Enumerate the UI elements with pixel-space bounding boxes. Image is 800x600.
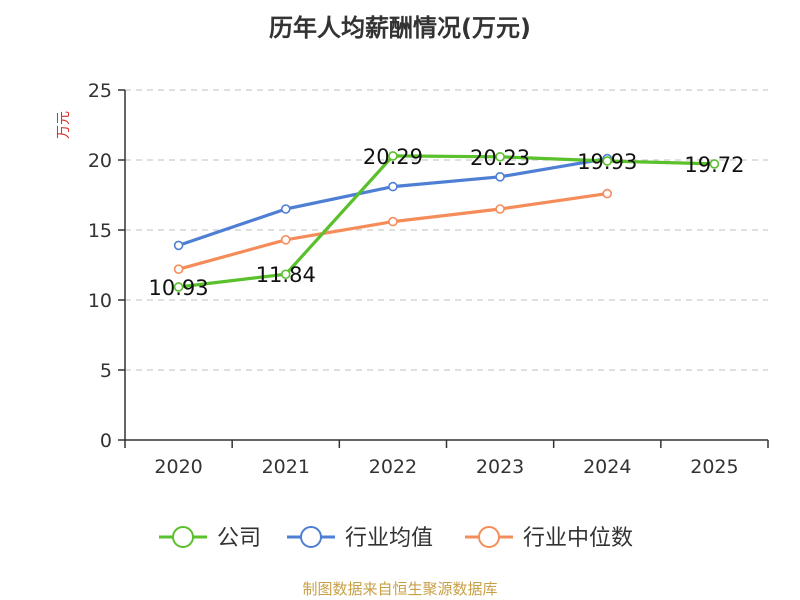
data-point[interactable] xyxy=(388,151,398,161)
x-tick-label: 2025 xyxy=(690,456,738,478)
legend-swatch-marker xyxy=(300,526,322,548)
y-tick-label: 25 xyxy=(88,80,112,102)
y-tick-label: 20 xyxy=(88,150,112,172)
data-point[interactable] xyxy=(280,204,291,214)
x-tick-label: 2020 xyxy=(154,456,202,478)
data-point[interactable] xyxy=(495,151,505,162)
data-labels: 10.93 11.84 20.29 20.23 19.93 19.72 xyxy=(149,145,745,300)
legend-label: 公司 xyxy=(217,526,261,551)
data-point[interactable] xyxy=(602,156,613,166)
data-point[interactable] xyxy=(173,264,184,275)
data-label: 20.23 xyxy=(470,146,530,170)
legend-item-2[interactable]: 行业中位数 xyxy=(465,526,633,551)
data-label: 20.29 xyxy=(363,145,423,169)
x-tick-label: 2022 xyxy=(369,456,417,478)
grid-lines xyxy=(125,89,768,371)
y-tick-label: 15 xyxy=(88,220,112,242)
data-point[interactable] xyxy=(173,240,184,251)
data-point[interactable] xyxy=(280,235,291,245)
legend-swatch-marker xyxy=(172,526,194,548)
data-point[interactable] xyxy=(495,204,505,214)
legend-label: 行业均值 xyxy=(345,526,433,551)
data-point[interactable] xyxy=(709,159,720,169)
legend-swatch-marker xyxy=(478,526,500,548)
data-label: 10.93 xyxy=(149,276,209,300)
y-axis-title: 万元 xyxy=(56,111,72,139)
data-label: 19.93 xyxy=(577,150,637,174)
series-line-2 xyxy=(178,192,608,271)
x-tick-label: 2023 xyxy=(476,456,524,478)
data-point[interactable] xyxy=(280,269,291,280)
data-point[interactable] xyxy=(388,181,398,192)
data-point[interactable] xyxy=(388,216,398,227)
chart-title: 历年人均薪酬情况(万元) xyxy=(269,14,531,42)
data-point[interactable] xyxy=(602,188,613,199)
series-line-0 xyxy=(178,154,715,289)
y-tick-label: 5 xyxy=(100,360,112,382)
data-label: 11.84 xyxy=(256,263,316,287)
legend[interactable]: 公司 行业均值 行业中位数 xyxy=(159,526,633,551)
series-group xyxy=(173,151,720,292)
data-point[interactable] xyxy=(173,282,184,292)
x-tick-label: 2024 xyxy=(583,456,631,478)
legend-item-1[interactable]: 行业均值 xyxy=(287,526,433,551)
y-tick-label: 10 xyxy=(88,290,112,312)
legend-item-0[interactable]: 公司 xyxy=(159,526,261,551)
data-label: 19.72 xyxy=(684,153,744,177)
y-tick-label: 0 xyxy=(100,430,112,452)
source-note: 制图数据来自恒生聚源数据库 xyxy=(302,580,498,598)
x-tick-label: 2021 xyxy=(262,456,310,478)
legend-label: 行业中位数 xyxy=(523,526,633,551)
data-point[interactable] xyxy=(495,172,505,182)
